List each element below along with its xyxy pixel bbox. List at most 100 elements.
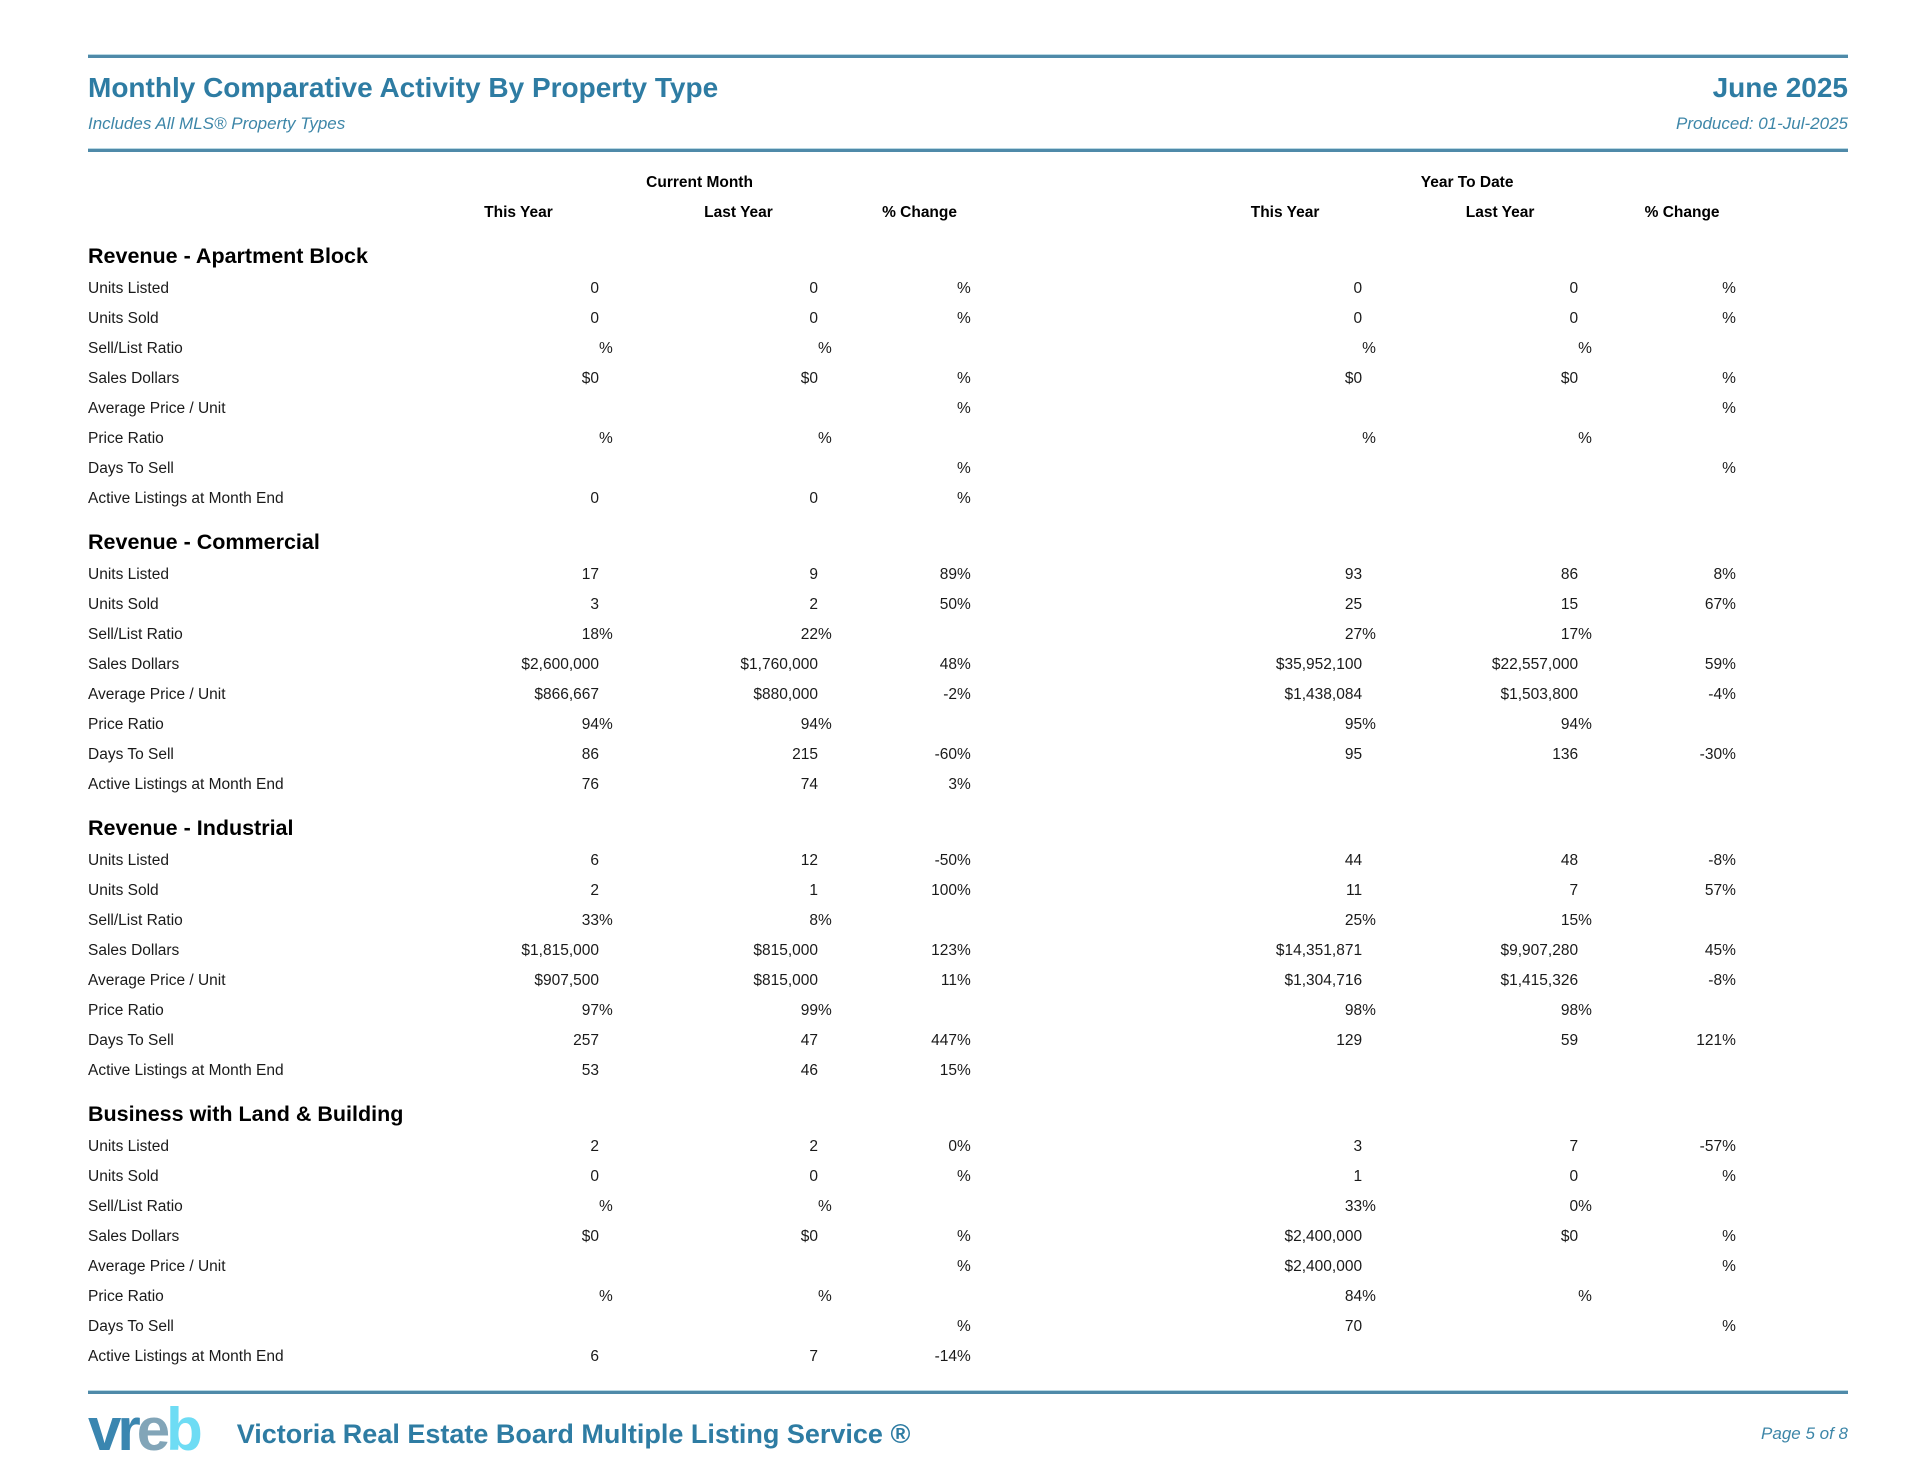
cell-value: 100 xyxy=(931,882,957,899)
cell-percent-sign: % xyxy=(957,1168,971,1185)
footer-divider xyxy=(88,1390,1848,1394)
cell-percent-sign xyxy=(1722,1056,1756,1086)
cell-percent-sign xyxy=(599,364,629,394)
cell-percent-sign xyxy=(1362,740,1392,770)
cell-value: 11 xyxy=(1345,882,1363,899)
cell-percent-sign: % xyxy=(599,1002,613,1019)
cell-value: 2 xyxy=(809,596,818,613)
cell-value: 94 xyxy=(800,716,818,733)
cell-percent-sign xyxy=(957,620,991,650)
cell-value: 44 xyxy=(1344,852,1363,869)
cell-percent-sign: % xyxy=(957,596,971,613)
row-label: Active Listings at Month End xyxy=(88,1062,284,1079)
row-label: Average Price / Unit xyxy=(88,400,226,417)
cell-value: $2,400,000 xyxy=(1284,1258,1363,1275)
cell-value: 3 xyxy=(948,776,957,793)
section-header-row: Revenue - Apartment Block xyxy=(88,228,1848,274)
cell-percent-sign xyxy=(818,274,848,304)
table-row: Average Price / Unit% $2,400,000% xyxy=(88,1252,1848,1282)
cell-percent-sign: % xyxy=(957,490,971,507)
cell-percent-sign xyxy=(1362,1342,1392,1372)
cell-value xyxy=(1608,770,1722,800)
cell-value xyxy=(629,1252,818,1282)
cell-value: -57 xyxy=(1699,1138,1723,1155)
cell-value: 9 xyxy=(809,566,818,583)
table-row: Days To Sell% 70% xyxy=(88,1312,1848,1342)
cell-percent-sign: % xyxy=(957,310,971,327)
table-row: Sell/List Ratio 33% 8% 25% 15% xyxy=(88,906,1848,936)
cell-value: $1,304,716 xyxy=(1284,972,1363,989)
cell-percent-sign: % xyxy=(1362,626,1376,643)
cell-percent-sign: % xyxy=(957,882,971,899)
cell-percent-sign xyxy=(818,1312,848,1342)
col-ytd-this-year: This Year xyxy=(1250,204,1320,221)
cell-value xyxy=(1608,1162,1722,1192)
cell-percent-sign xyxy=(1362,454,1392,484)
section-header-row: Revenue - Industrial xyxy=(88,800,1848,846)
cell-percent-sign: % xyxy=(957,942,971,959)
cell-value xyxy=(408,394,599,424)
table-row: Sales Dollars $1,815,000 $815,000 123% $14,3… xyxy=(88,936,1848,966)
cell-value: 0 xyxy=(1569,310,1579,327)
cell-value xyxy=(1178,424,1362,454)
table-row: Average Price / Unit $907,500 $815,000 11% $… xyxy=(88,966,1848,996)
cell-percent-sign xyxy=(957,1282,991,1312)
cell-value xyxy=(848,906,957,936)
cell-value: 47 xyxy=(800,1032,818,1049)
cell-percent-sign: % xyxy=(957,1138,971,1155)
table-row: Active Listings at Month End 53 46 15% xyxy=(88,1056,1848,1086)
cell-percent-sign xyxy=(1362,484,1392,514)
cell-value: 0 xyxy=(948,1138,957,1155)
cell-value: 0 xyxy=(1569,1168,1579,1185)
cell-percent-sign: % xyxy=(1722,1228,1736,1245)
row-label: Sales Dollars xyxy=(88,1228,180,1245)
cell-value xyxy=(1178,454,1362,484)
cell-value: $907,500 xyxy=(534,972,599,989)
group-year-to-date: Year To Date xyxy=(1420,174,1514,191)
cell-percent-sign: % xyxy=(1722,882,1736,899)
cell-value: 95 xyxy=(1344,716,1363,733)
cell-value: 33 xyxy=(581,912,599,929)
cell-value: 129 xyxy=(1336,1032,1363,1049)
cell-percent-sign xyxy=(1362,680,1392,710)
cell-percent-sign: % xyxy=(1578,716,1592,733)
cell-percent-sign xyxy=(1362,876,1392,906)
col-ytd-last-year: Last Year xyxy=(1465,204,1535,221)
cell-percent-sign: % xyxy=(957,1228,971,1245)
cell-value: 93 xyxy=(1344,566,1363,583)
cell-percent-sign xyxy=(818,936,848,966)
cell-percent-sign xyxy=(1362,394,1392,424)
row-label: Average Price / Unit xyxy=(88,1258,226,1275)
cell-value xyxy=(1392,1252,1578,1282)
cell-percent-sign: % xyxy=(1362,430,1376,447)
cell-value xyxy=(1608,1056,1722,1086)
cell-value: 11 xyxy=(940,972,957,989)
cell-value xyxy=(848,394,957,424)
cell-percent-sign: % xyxy=(1722,656,1736,673)
cell-percent-sign xyxy=(1362,560,1392,590)
table-row: Price Ratio%%%% xyxy=(88,424,1848,454)
cell-percent-sign xyxy=(818,740,848,770)
cell-value: -8 xyxy=(1708,852,1723,869)
row-label: Price Ratio xyxy=(88,430,164,447)
cell-value: 22 xyxy=(800,626,818,643)
cell-percent-sign xyxy=(599,876,629,906)
cell-percent-sign xyxy=(818,304,848,334)
cell-percent-sign xyxy=(1578,936,1608,966)
table-row: Price Ratio 97% 99% 98% 98% xyxy=(88,996,1848,1026)
cell-value: 136 xyxy=(1552,746,1579,763)
cell-percent-sign xyxy=(1578,846,1608,876)
cell-value: 0 xyxy=(590,490,599,507)
cell-percent-sign xyxy=(818,454,848,484)
cell-value xyxy=(848,1282,957,1312)
cell-value: 86 xyxy=(1560,566,1579,583)
cell-percent-sign xyxy=(1578,1162,1608,1192)
cell-value xyxy=(629,1312,818,1342)
cell-value xyxy=(1178,334,1362,364)
row-label: Units Sold xyxy=(88,310,159,327)
cell-value xyxy=(408,1282,599,1312)
cell-percent-sign xyxy=(1362,1162,1392,1192)
row-label: Average Price / Unit xyxy=(88,972,226,989)
cell-percent-sign: % xyxy=(957,460,971,477)
cell-percent-sign xyxy=(599,590,629,620)
